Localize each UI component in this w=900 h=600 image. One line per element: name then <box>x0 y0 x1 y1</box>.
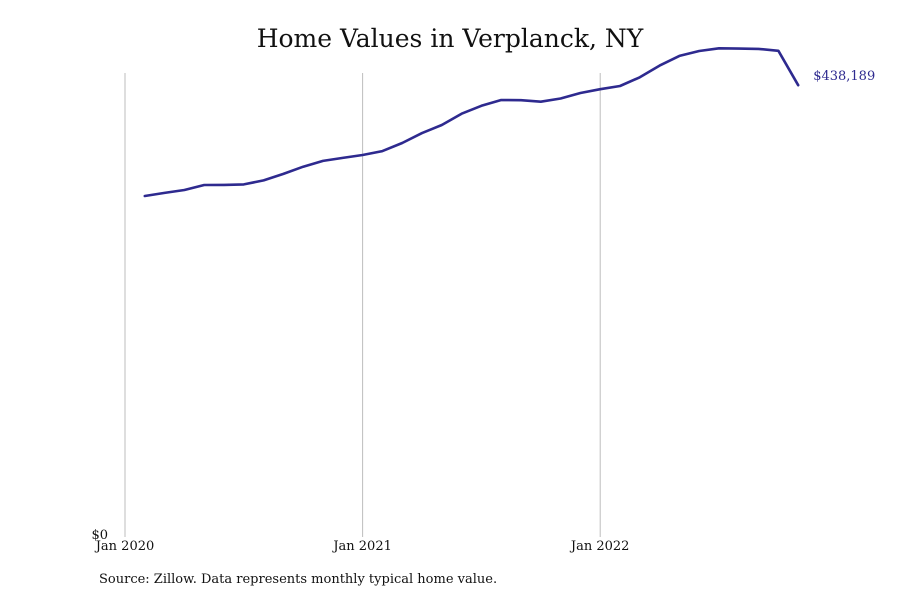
end-value-label: $438,189 <box>813 69 875 84</box>
series-layer <box>143 47 800 198</box>
y-axis-tick-labels: $0 <box>91 528 108 543</box>
x-axis-tick-labels: Jan 2020 Jan 2021 Jan 2022 <box>94 539 630 554</box>
gridlines <box>124 73 601 537</box>
annotation-layer: $438,189 <box>813 69 875 84</box>
x-tick-label: Jan 2022 <box>569 539 630 554</box>
y-tick-label: $0 <box>91 528 108 543</box>
x-tick-label: Jan 2021 <box>331 539 392 554</box>
chart-title: Home Values in Verplanck, NY <box>256 24 644 53</box>
source-note: Source: Zillow. Data represents monthly … <box>99 572 498 587</box>
x-tick-label: Jan 2020 <box>94 539 155 554</box>
series-line-0 <box>143 47 800 198</box>
